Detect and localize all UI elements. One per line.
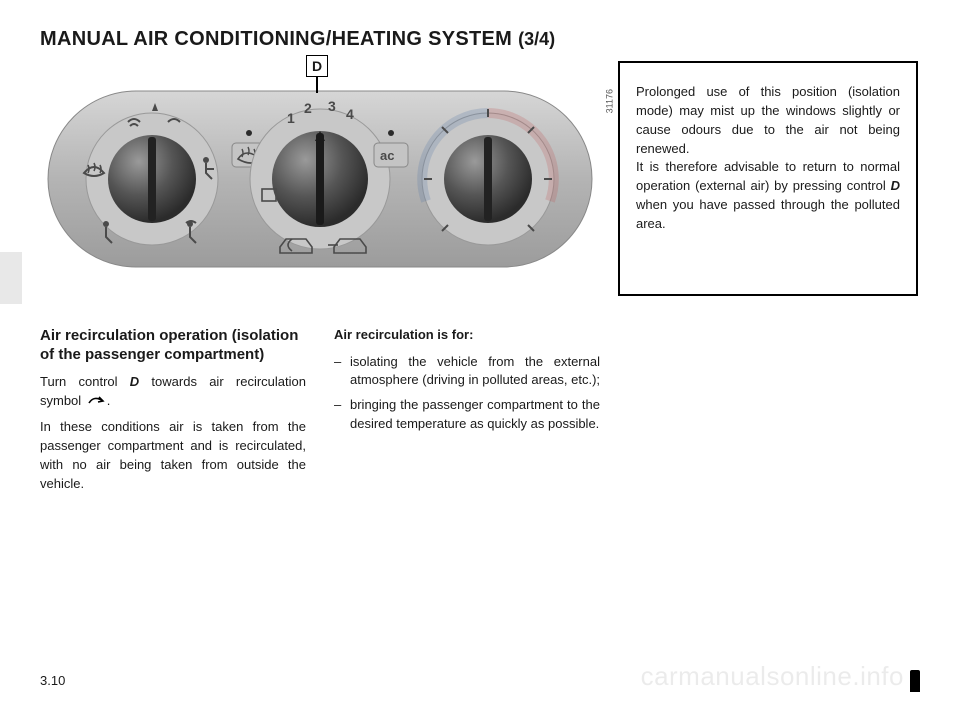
svg-text:2: 2 [304,100,312,116]
col1-p1: Turn control D towards air recirculation… [40,373,306,411]
col1-heading: Air recirculation operation (isolation o… [40,326,306,365]
svg-text:ac: ac [380,148,394,163]
page-number: 3.10 [40,673,65,688]
info-box-text-2: It is therefore advisable to return to n… [636,159,900,231]
page-title: MANUAL AIR CONDITIONING/HEATING SYSTEM [40,28,512,51]
hvac-panel-illustration: 1 2 3 4 [40,61,600,279]
info-box: Prolonged use of this position (isolatio… [618,61,918,296]
callout-letter: D [306,55,328,77]
col1-p2: In these conditions air is taken from th… [40,418,306,493]
watermark: carmanualsonline.info [641,661,904,692]
svg-text:1: 1 [287,110,295,126]
recirculation-icon [85,395,107,407]
page-title-part: (3/4) [518,29,555,50]
column-2: Air recirculation is for: isolating the … [334,326,600,502]
col2-li1: isolating the vehicle from the external … [334,353,600,391]
figure: D 31176 [40,61,600,296]
svg-text:4: 4 [346,106,354,122]
figure-id: 31176 [604,89,614,113]
info-box-text-1: Prolonged use of this position (isolatio… [636,84,900,156]
col2-li2: bringing the passenger compartment to th… [334,396,600,434]
col2-lead: Air recirculation is for: [334,326,600,345]
print-mark [910,670,920,692]
callout-d: D [306,55,328,93]
section-tab [0,252,22,304]
temperature-knob [422,109,554,245]
page-title-row: MANUAL AIR CONDITIONING/HEATING SYSTEM (… [40,28,920,51]
svg-text:3: 3 [328,98,336,114]
column-1: Air recirculation operation (isolation o… [40,326,306,502]
